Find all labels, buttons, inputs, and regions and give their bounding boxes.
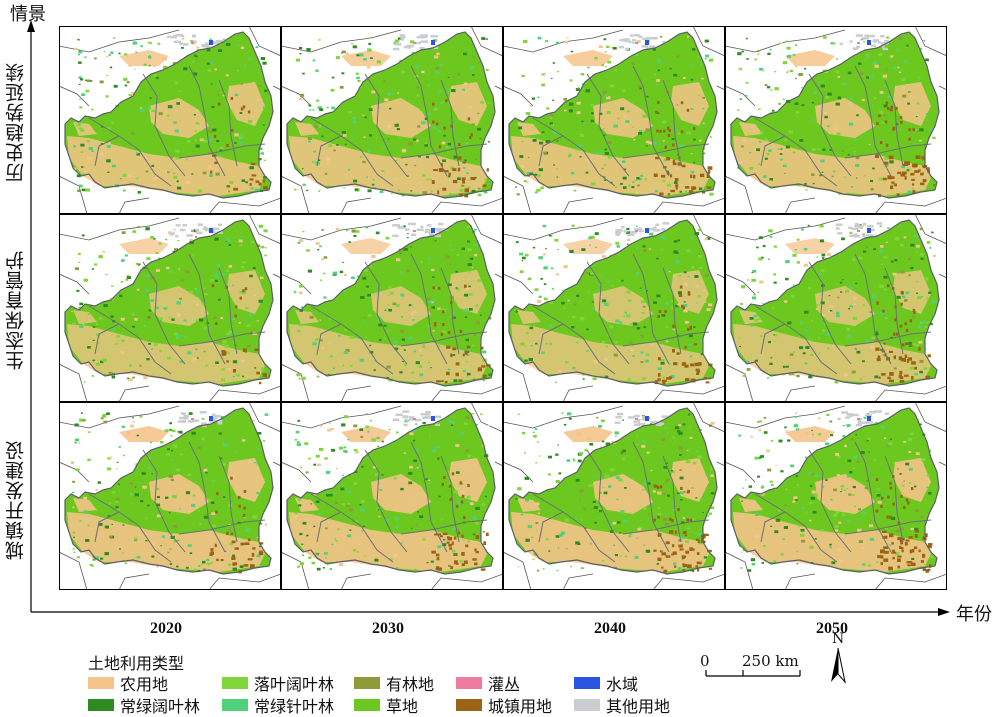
legend-swatch bbox=[456, 699, 482, 711]
legend-title: 土地利用类型 bbox=[88, 654, 185, 673]
scale-bar-end-label: 250 km bbox=[742, 652, 799, 670]
legend-label: 水域 bbox=[606, 675, 639, 694]
legend-swatch bbox=[354, 699, 380, 711]
y-axis-arrow bbox=[27, 20, 35, 32]
map-panel-r2-c3 bbox=[503, 214, 725, 402]
year-label-2050: 2050 bbox=[816, 620, 848, 637]
legend-label: 草地 bbox=[386, 697, 419, 716]
map-panel-r1-c3 bbox=[503, 26, 725, 214]
legend-swatch bbox=[574, 699, 600, 711]
legend-item-deciduous-broadleaf: 落叶阔叶林 bbox=[222, 671, 334, 695]
x-axis-title: 年份 bbox=[956, 604, 992, 625]
y-axis-title: 情景 bbox=[10, 4, 46, 25]
map-panel-r2-c1 bbox=[59, 214, 281, 402]
legend-label: 常绿阔叶林 bbox=[120, 697, 201, 716]
legend-label: 其他用地 bbox=[606, 697, 671, 716]
legend-swatch bbox=[354, 677, 380, 689]
map-panel-r2-c2 bbox=[281, 214, 503, 402]
legend-item-water: 水域 bbox=[574, 671, 638, 695]
x-axis-arrow bbox=[938, 608, 950, 616]
north-label: N bbox=[832, 631, 845, 647]
north-arrow-icon bbox=[831, 647, 846, 684]
legend-label: 落叶阔叶林 bbox=[254, 675, 335, 694]
map-panel-r3-c4 bbox=[725, 402, 947, 590]
legend-item-farmland: 农用地 bbox=[88, 671, 168, 695]
map-panel-r1-c2 bbox=[281, 26, 503, 214]
legend-swatch bbox=[456, 677, 482, 689]
legend-label: 灌丛 bbox=[488, 675, 521, 694]
scenario-label-urban: 城镇开发建设 bbox=[5, 440, 27, 560]
map-panel-r3-c3 bbox=[503, 402, 725, 590]
legend-item-shrub: 灌丛 bbox=[456, 671, 520, 695]
legend-item-forest: 有林地 bbox=[354, 671, 434, 695]
legend-swatch bbox=[222, 677, 248, 689]
legend-label: 有林地 bbox=[386, 675, 435, 694]
legend-swatch bbox=[88, 677, 114, 689]
legend-item-evergreen-conifer: 常绿针叶林 bbox=[222, 693, 334, 717]
year-label-2020: 2020 bbox=[150, 620, 182, 637]
legend-item-evergreen-broadleaf: 常绿阔叶林 bbox=[88, 693, 200, 717]
map-panel-r1-c4 bbox=[725, 26, 947, 214]
legend-swatch bbox=[88, 699, 114, 711]
map-panel-r3-c1 bbox=[59, 402, 281, 590]
year-label-2040: 2040 bbox=[594, 620, 626, 637]
map-panel-r2-c4 bbox=[725, 214, 947, 402]
legend-item-urban: 城镇用地 bbox=[456, 693, 552, 717]
scenario-label-ecological: 生态保育管护 bbox=[5, 250, 27, 370]
legend-swatch bbox=[222, 699, 248, 711]
legend-item-grassland: 草地 bbox=[354, 693, 418, 717]
map-panel-r3-c2 bbox=[281, 402, 503, 590]
map-panels-grid bbox=[59, 26, 947, 590]
legend-label: 农用地 bbox=[120, 675, 169, 694]
legend-swatch bbox=[574, 677, 600, 689]
map-panel-r1-c1 bbox=[59, 26, 281, 214]
legend-label: 城镇用地 bbox=[488, 697, 553, 716]
scale-bar bbox=[705, 670, 801, 677]
scale-bar-start-label: 0 bbox=[700, 652, 710, 670]
scenario-label-historical: 历史趋势延续 bbox=[5, 62, 27, 182]
year-label-2030: 2030 bbox=[372, 620, 404, 637]
legend-item-other: 其他用地 bbox=[574, 693, 670, 717]
legend-label: 常绿针叶林 bbox=[254, 697, 335, 716]
